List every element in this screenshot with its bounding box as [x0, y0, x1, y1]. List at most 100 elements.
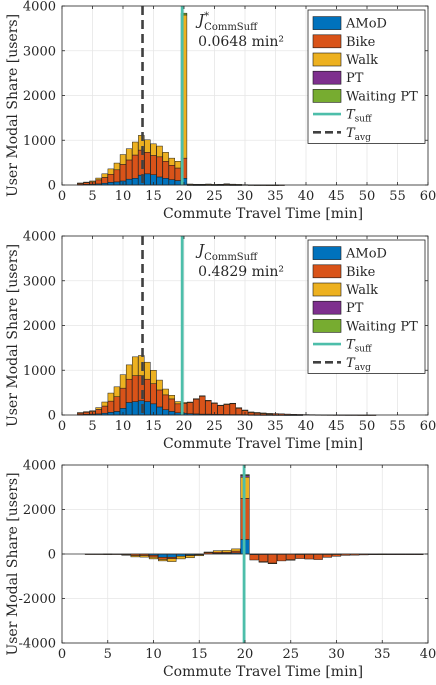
- bar-walk: [174, 161, 182, 169]
- y-tick-label: 4000: [23, 459, 56, 474]
- bar-amod: [168, 411, 175, 416]
- annotation-label: JCommSuff: [195, 241, 258, 263]
- x-tick-label: 20: [237, 647, 254, 662]
- bar-walk: [212, 550, 223, 553]
- bar-bike: [249, 554, 259, 561]
- y-tick-label: -2000: [19, 592, 56, 607]
- bar-bike: [150, 155, 157, 175]
- bar-bike: [277, 554, 287, 562]
- bar-bike: [158, 557, 168, 560]
- bar-bike: [95, 409, 102, 415]
- chart-panel-3: 0 5 10 15 20 25 30 35 40 -4000 -2000 0 2000 4000 Commu…: [5, 459, 436, 681]
- bars: [84, 474, 424, 564]
- x-tick-label: 40: [298, 419, 315, 434]
- legend-label: PT: [346, 71, 364, 86]
- x-tick-label: 55: [389, 189, 406, 204]
- bar-walk: [203, 551, 213, 553]
- bar-bike: [162, 394, 169, 410]
- bar-bike: [205, 400, 212, 415]
- y-tick-label: 2000: [23, 503, 56, 518]
- bar-bike: [199, 395, 206, 415]
- x-tick-label: 50: [359, 189, 376, 204]
- bar-bike: [229, 403, 236, 415]
- bar-walk: [132, 141, 139, 156]
- x-tick-label: 15: [145, 419, 162, 434]
- bar-bike: [156, 156, 163, 178]
- legend-label: Tavg: [346, 126, 371, 143]
- bar-walk: [139, 555, 149, 558]
- bar-walk: [205, 400, 212, 402]
- y-tick-label: 2000: [23, 319, 56, 334]
- bar-walk: [211, 402, 218, 404]
- x-tick-label: 40: [420, 647, 436, 662]
- x-tick-label: 20: [176, 419, 193, 434]
- y-tick-label: 3000: [23, 274, 56, 289]
- bar-walk: [185, 555, 195, 559]
- bar-bike: [235, 407, 243, 415]
- bar-walk: [158, 559, 168, 562]
- x-tick-label: 0: [58, 647, 66, 662]
- x-tick-label: 55: [389, 419, 406, 434]
- bar-bike: [101, 177, 108, 184]
- bar-walk: [162, 152, 169, 162]
- bar-bike: [132, 375, 139, 402]
- bar-amod: [167, 553, 177, 558]
- x-tick-label: 15: [191, 647, 208, 662]
- bar-bike: [113, 169, 121, 183]
- legend-label: Walk: [346, 53, 378, 68]
- ticks: 0 5 10 15 20 25 30 35 40 45 50 55 60 0 1000 2000 3000 400…: [23, 0, 436, 204]
- legend-swatch: [312, 300, 342, 315]
- bar-bike: [144, 378, 151, 402]
- bar-amod: [125, 402, 133, 416]
- bar-walk: [231, 548, 241, 552]
- bar-walk: [266, 413, 273, 415]
- y-tick-label: 4000: [23, 0, 56, 15]
- bar-bike: [193, 398, 200, 415]
- bar-walk: [101, 401, 108, 407]
- y-axis-label: User Modal Share [users]: [5, 244, 21, 427]
- bar-walk: [254, 412, 261, 414]
- bar-amod: [168, 179, 175, 186]
- legend-swatch: [312, 246, 342, 260]
- bar-walk: [132, 356, 139, 376]
- y-tick-label: 3000: [23, 44, 56, 59]
- bar-walk: [186, 183, 194, 185]
- x-tick-label: 5: [88, 189, 96, 204]
- bar-bike: [132, 154, 139, 179]
- bar-walk: [229, 402, 236, 405]
- bar-bike: [107, 400, 114, 413]
- legend-label: Bike: [346, 265, 376, 280]
- bar-bike: [125, 378, 133, 403]
- legend-label: AMoD: [345, 247, 387, 262]
- bar-walk: [125, 148, 133, 161]
- legend-label: AMoD: [345, 17, 387, 32]
- y-tick-label: 0: [48, 409, 56, 424]
- x-tick-label: 30: [328, 647, 345, 662]
- bar-walk: [223, 183, 230, 185]
- bar-walk: [144, 139, 151, 153]
- bar-bike: [231, 550, 241, 554]
- x-tick-label: 30: [237, 419, 254, 434]
- x-tick-label: 40: [298, 189, 315, 204]
- bar-walk: [199, 395, 206, 397]
- bar-bike: [107, 174, 114, 183]
- bar-walk: [144, 361, 151, 380]
- y-axis-label: User Modal Share [users]: [5, 472, 21, 655]
- bar-amod: [125, 178, 133, 186]
- bar-bike: [168, 398, 175, 412]
- bar-bike: [174, 403, 182, 414]
- bar-bike: [162, 161, 169, 179]
- legend-swatch: [312, 264, 342, 279]
- bar-bike: [148, 555, 159, 558]
- x-tick-label: 35: [267, 419, 284, 434]
- x-tick-label: 5: [88, 419, 96, 434]
- bar-walk: [167, 558, 177, 562]
- annotation-value: 0.4829 min²: [198, 264, 284, 280]
- x-tick-label: 25: [282, 647, 299, 662]
- x-tick-label: 20: [176, 189, 193, 204]
- bar-walk: [83, 411, 90, 413]
- x-tick-label: 25: [206, 419, 223, 434]
